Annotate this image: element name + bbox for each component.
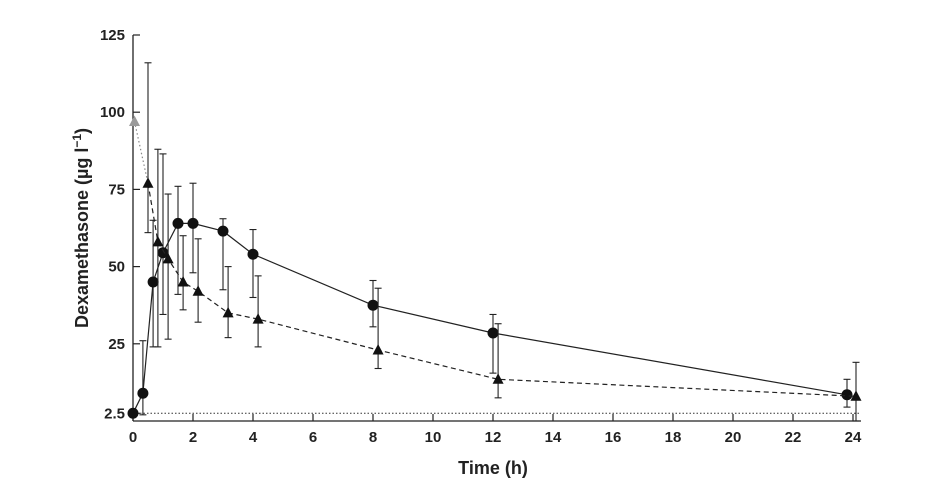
- y-axis-title-main: Dexamethasone (µg l: [72, 148, 92, 328]
- series-line: [147, 183, 857, 397]
- x-tick-label: 16: [605, 429, 622, 446]
- y-tick-label: 100: [100, 104, 125, 121]
- series-layer: [127, 62, 862, 422]
- data-point-triangle: [850, 390, 862, 401]
- data-point-circle: [147, 276, 159, 288]
- data-point-triangle: [372, 343, 384, 355]
- data-point-triangle: [142, 177, 154, 188]
- data-point-circle: [157, 247, 169, 259]
- series-circle: [127, 153, 853, 419]
- data-point-triangle: [162, 252, 174, 264]
- y-tick-label: 50: [108, 259, 125, 276]
- axes: [132, 35, 861, 422]
- x-tick-label: 0: [129, 429, 137, 446]
- x-tick-label: 10: [425, 429, 442, 446]
- y-axis-title-superscript: −1: [70, 134, 84, 148]
- x-tick-label: 4: [249, 429, 258, 446]
- y-tick-label: 125: [100, 27, 125, 44]
- data-point-circle: [247, 248, 259, 260]
- y-tick-label: 2.5: [104, 405, 125, 422]
- x-axis-ticks: 0 2 4 6 8 10 12 14 16 18 20 22 24: [129, 414, 862, 446]
- x-axis-title: Time (h): [458, 458, 528, 478]
- data-point-triangle: [222, 306, 234, 318]
- x-tick-label: 12: [485, 429, 502, 446]
- data-point-triangle: [192, 285, 204, 296]
- data-point-circle: [217, 225, 229, 237]
- data-point-circle: [172, 217, 184, 229]
- x-tick-label: 24: [845, 429, 862, 446]
- x-tick-label: 18: [665, 429, 682, 446]
- x-tick-label: 20: [725, 429, 742, 446]
- series-triangle: [142, 62, 862, 422]
- x-tick-label: 22: [785, 429, 802, 446]
- y-axis-title-close: ): [72, 128, 92, 134]
- data-point-circle: [127, 407, 139, 419]
- y-tick-label: 75: [108, 181, 125, 198]
- data-point-circle: [487, 327, 499, 339]
- data-point-triangle: [152, 235, 164, 247]
- y-tick-label: 25: [108, 336, 125, 353]
- x-tick-label: 2: [189, 429, 197, 446]
- series-line: [132, 222, 848, 414]
- data-point-triangle: [177, 276, 189, 287]
- data-point-gray-triangle: [129, 115, 140, 126]
- y-axis-title: Dexamethasone (µg l−1): [70, 128, 92, 328]
- data-point-circle: [137, 387, 149, 399]
- data-point-circle: [187, 217, 199, 229]
- data-point-circle: [841, 389, 853, 401]
- data-point-triangle: [252, 313, 264, 324]
- y-axis-ticks: 2.5 25 50 75 100 125: [100, 27, 140, 422]
- x-tick-label: 14: [545, 429, 562, 446]
- x-tick-label: 8: [369, 429, 377, 446]
- data-point-circle: [367, 299, 379, 311]
- x-tick-label: 6: [309, 429, 317, 446]
- gray-connector-line: [133, 121, 149, 184]
- data-point-triangle: [492, 373, 504, 384]
